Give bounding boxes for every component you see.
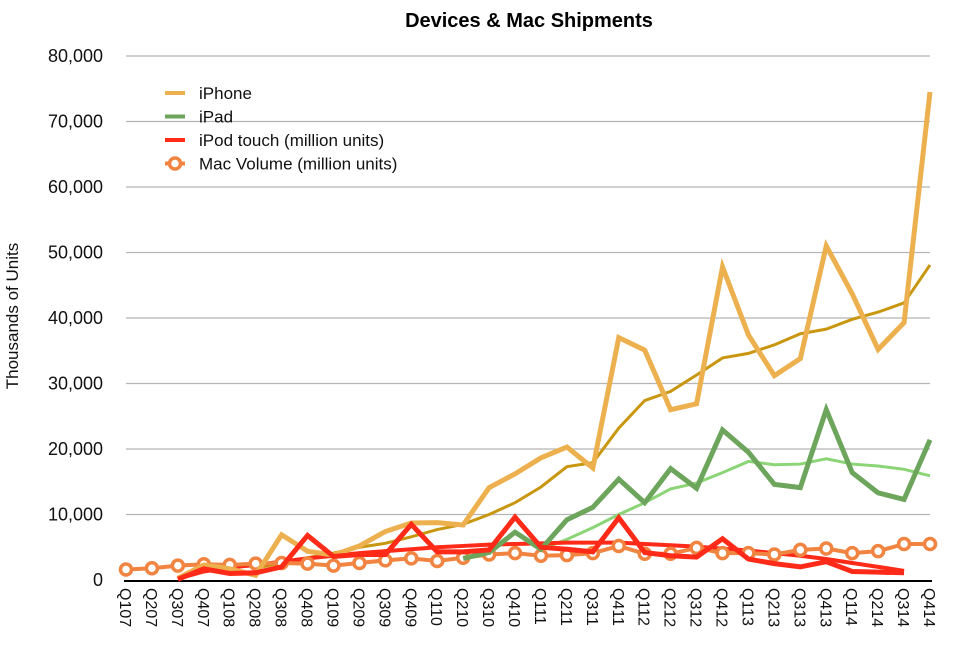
x-tick-label: Q407 <box>194 588 211 627</box>
x-tick-label: Q410 <box>505 588 522 627</box>
series-ipod-touch-million-units <box>176 513 905 582</box>
x-tick-label: Q413 <box>816 588 833 627</box>
data-point <box>118 562 134 577</box>
data-point <box>922 536 938 552</box>
x-tick-label: Q108 <box>220 588 237 627</box>
data-point <box>870 543 886 559</box>
x-tick-label: Q112 <box>635 588 652 626</box>
x-tick-label: Q211 <box>557 588 574 626</box>
y-tick-label: 20,000 <box>48 439 103 459</box>
y-axis-ticks: 0 10,000 20,000 30,000 40,000 50,000 60,000 70,… <box>48 46 103 590</box>
y-tick-label: 80,000 <box>48 46 103 66</box>
y-tick-label: 0 <box>93 570 103 590</box>
data-point <box>326 558 341 573</box>
x-tick-label: Q209 <box>349 588 366 627</box>
x-tick-label: Q414 <box>920 588 937 627</box>
x-tick-label: Q312 <box>687 588 704 627</box>
data-point <box>170 558 186 573</box>
data-point <box>793 542 808 558</box>
x-tick-label: Q207 <box>142 588 159 627</box>
legend-item-ipod-touch-million-units: iPod touch (million units) <box>165 131 384 150</box>
data-point <box>352 555 367 571</box>
y-tick-label: 10,000 <box>48 505 103 525</box>
data-point <box>715 545 730 561</box>
data-point <box>300 556 315 571</box>
data-point <box>507 545 523 561</box>
legend-item-mac-volume-million-units: Mac Volume (million units) <box>165 155 397 174</box>
legend-item-ipad: iPad <box>165 108 233 127</box>
x-tick-label: Q110 <box>427 588 444 626</box>
y-tick-label: 50,000 <box>48 243 103 263</box>
y-axis-label: Thousands of Units <box>3 243 22 389</box>
x-tick-label: Q408 <box>298 588 315 627</box>
series-line <box>176 513 905 582</box>
x-tick-label: Q113 <box>738 588 755 626</box>
y-tick-label: 30,000 <box>48 374 103 394</box>
x-tick-label: Q309 <box>375 588 392 627</box>
y-tick-label: 40,000 <box>48 308 103 328</box>
chart-title: Devices & Mac Shipments <box>405 10 653 32</box>
series-line <box>540 457 931 551</box>
y-tick-label: 70,000 <box>48 112 103 132</box>
x-tick-label: Q308 <box>272 588 289 627</box>
gridlines <box>126 55 930 516</box>
data-point <box>819 541 834 556</box>
y-tick-label: 60,000 <box>48 177 103 197</box>
data-point <box>896 536 912 552</box>
data-point <box>404 551 419 566</box>
series-group <box>118 91 938 582</box>
x-tick-label: Q313 <box>790 588 807 627</box>
series-line <box>176 91 933 581</box>
x-tick-label: Q107 <box>116 588 133 627</box>
x-tick-label: Q212 <box>661 588 678 627</box>
series-iphone <box>176 91 933 581</box>
legend-label: iPod touch (million units) <box>199 131 384 150</box>
data-point <box>767 547 782 562</box>
series-ipad-trend <box>540 457 931 551</box>
series-mac-volume-million-units <box>118 536 938 577</box>
x-tick-label: Q311 <box>583 588 600 626</box>
x-tick-label: Q208 <box>246 588 263 627</box>
x-tick-label: Q213 <box>764 588 781 627</box>
data-point <box>611 538 627 554</box>
x-axis-ticks: Q107 Q207 Q307 Q407 Q108 Q208 Q308 Q408 Q109 Q209… <box>116 588 937 627</box>
x-tick-label: Q412 <box>713 588 730 627</box>
x-tick-label: Q111 <box>531 588 548 625</box>
x-tick-label: Q310 <box>479 588 496 627</box>
x-tick-label: Q109 <box>323 588 340 627</box>
x-tick-label: Q411 <box>609 588 626 626</box>
x-tick-label: Q409 <box>401 588 418 627</box>
legend-label: iPhone <box>199 84 252 103</box>
x-tick-label: Q307 <box>168 588 185 627</box>
legend: iPhone iPad iPod touch (million units) Mac … <box>165 84 397 174</box>
legend-label: Mac Volume (million units) <box>199 155 397 174</box>
legend-label: iPad <box>199 108 233 127</box>
x-tick-label: Q314 <box>894 588 911 627</box>
x-tick-label: Q214 <box>868 588 885 627</box>
data-point <box>144 560 160 576</box>
data-point <box>429 553 445 569</box>
x-tick-label: Q210 <box>453 588 470 627</box>
data-point <box>689 540 704 556</box>
legend-item-iphone: iPhone <box>165 84 252 103</box>
legend-marker-icon <box>167 156 183 171</box>
data-point <box>844 545 860 561</box>
x-tick-label: Q114 <box>842 588 859 626</box>
